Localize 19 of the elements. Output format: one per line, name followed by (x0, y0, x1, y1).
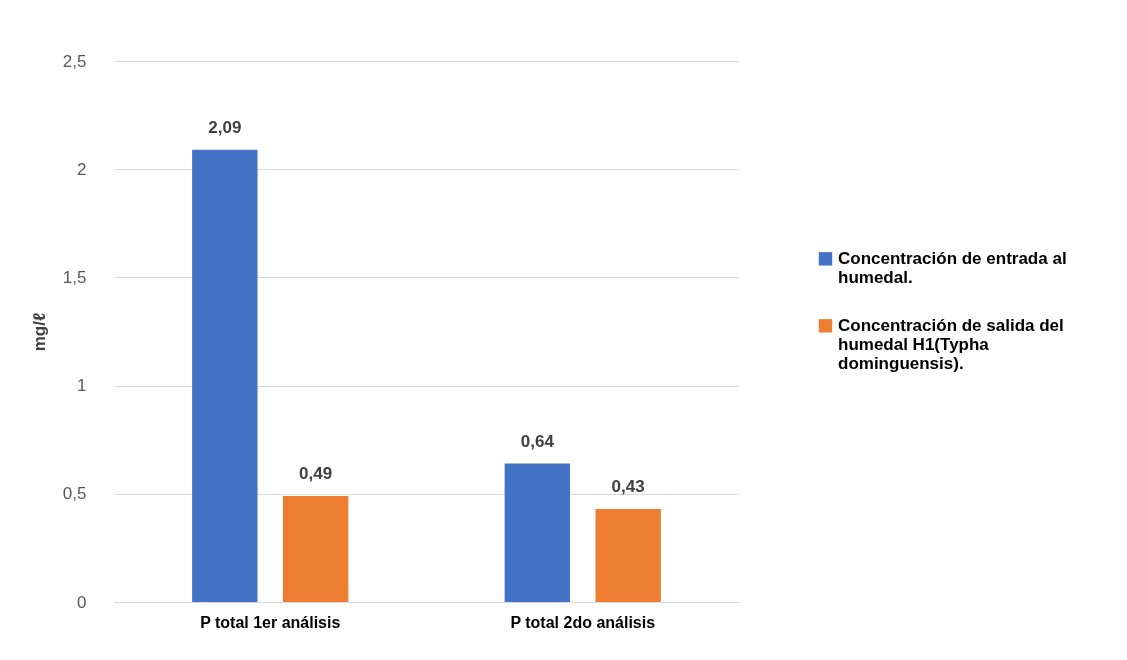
bar (595, 508, 661, 602)
data-label: 2,09 (208, 117, 242, 137)
x-tick-label: P total 1er análisis (200, 613, 341, 631)
y-tick-label: 0 (77, 592, 87, 612)
y-tick-label: 2 (77, 159, 87, 179)
data-label: 0,64 (520, 431, 555, 451)
y-axis-title: mg/ℓ (29, 312, 49, 352)
y-tick-label: 1 (77, 376, 87, 396)
data-label: 0,49 (299, 463, 333, 483)
y-tick-label: 0,5 (62, 484, 87, 504)
y-tick-label: 2,5 (62, 51, 87, 71)
y-tick-label: 1,5 (62, 267, 87, 287)
bar (504, 463, 571, 602)
data-label: 0,43 (611, 476, 645, 496)
legend-label: Concentración de entrada al humedal. (838, 248, 1067, 287)
x-tick-label: P total 2do análisis (510, 613, 656, 631)
legend-label: Concentración de salida del humedal H1(Typha dominguensis). (838, 315, 1064, 373)
bar (282, 495, 349, 602)
bar (192, 149, 258, 602)
